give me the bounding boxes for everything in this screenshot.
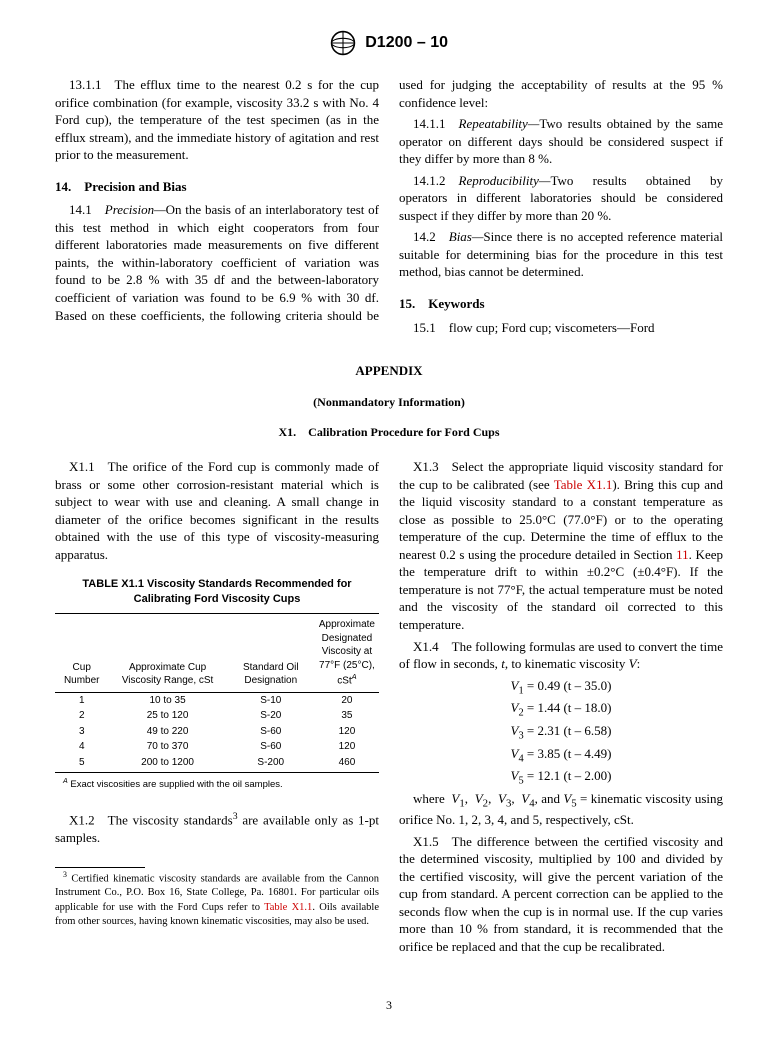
term: Bias—	[449, 229, 484, 244]
table-cell: 5	[55, 755, 108, 773]
equation: V4 = 3.85 (t – 4.49)	[399, 745, 723, 767]
table-cell: 4	[55, 739, 108, 755]
para-x1-4: X1.4 The following formulas are used to …	[399, 638, 723, 673]
para-x1-4-where: where V1, V2, V3, V4, and V5 = kinematic…	[399, 790, 723, 829]
table-row: 225 to 120S-2035	[55, 708, 379, 724]
equation: V3 = 2.31 (t – 6.58)	[399, 722, 723, 744]
equation: V2 = 1.44 (t – 18.0)	[399, 699, 723, 721]
a: X1.2 The viscosity standards	[69, 813, 233, 828]
table-cell: 200 to 1200	[108, 755, 226, 773]
table-cell: S-10	[227, 692, 315, 708]
table-cell: 120	[315, 739, 379, 755]
table-cell: 120	[315, 724, 379, 740]
table-header: Standard Oil Designation	[227, 614, 315, 693]
table-cell: 10 to 35	[108, 692, 226, 708]
table-title: TABLE X1.1 Viscosity Standards Recommend…	[55, 577, 379, 607]
equation: V5 = 12.1 (t – 2.00)	[399, 767, 723, 789]
appendix-nonmandatory: (Nonmandatory Information)	[55, 394, 723, 410]
page-header: D1200 – 10	[55, 30, 723, 56]
para-14-1-1: 14.1.1 Repeatability—Two results obtaine…	[399, 115, 723, 168]
table-cell: S-60	[227, 739, 315, 755]
table-x1-1-link[interactable]: Table X1.1	[554, 477, 613, 492]
para-14-2: 14.2 Bias—Since there is no accepted ref…	[399, 228, 723, 281]
section-11-link[interactable]: 11	[676, 547, 689, 562]
table-cell: 20	[315, 692, 379, 708]
page-number: 3	[386, 997, 392, 1013]
lead: 14.1.1	[413, 116, 459, 131]
lead: 14.2	[413, 229, 449, 244]
term: Repeatability—	[459, 116, 540, 131]
table-cell: 460	[315, 755, 379, 773]
equation: V1 = 0.49 (t – 35.0)	[399, 677, 723, 699]
table-header: Cup Number	[55, 614, 108, 693]
lead: 14.1	[69, 202, 105, 217]
table-cell: 1	[55, 692, 108, 708]
para-x1-2: X1.2 The viscosity standards3 are availa…	[55, 810, 379, 846]
table-cell: S-60	[227, 724, 315, 740]
astm-logo-icon	[330, 30, 356, 56]
table-x1-1-link[interactable]: Table X1.1	[264, 902, 312, 913]
para-13-1-1: 13.1.1 The efflux time to the nearest 0.…	[55, 76, 379, 164]
where: where	[413, 791, 451, 806]
table-cell: 25 to 120	[108, 708, 226, 724]
appendix-header: APPENDIX (Nonmandatory Information) X1. …	[55, 362, 723, 440]
para-14-1-2: 14.1.2 Reproducibility—Two results obtai…	[399, 172, 723, 225]
b: , to kinematic viscosity	[505, 656, 629, 671]
table-row: 5200 to 1200S-200460	[55, 755, 379, 773]
table-cell: 3	[55, 724, 108, 740]
table-cell: 2	[55, 708, 108, 724]
para-x1-1: X1.1 The orifice of the Ford cup is comm…	[55, 458, 379, 563]
equations: V1 = 0.49 (t – 35.0)V2 = 1.44 (t – 18.0)…	[399, 677, 723, 789]
table-cell: S-20	[227, 708, 315, 724]
para-x1-5: X1.5 The difference between the certifie…	[399, 833, 723, 956]
para-x1-3: X1.3 Select the appropriate liquid visco…	[399, 458, 723, 633]
table-cell: 70 to 370	[108, 739, 226, 755]
table-cell: 35	[315, 708, 379, 724]
vlist: V1, V2, V3, V4, and V5	[451, 791, 576, 806]
c: :	[637, 656, 641, 671]
table-row: 470 to 370S-60120	[55, 739, 379, 755]
table-row: 110 to 35S-1020	[55, 692, 379, 708]
footnote-3: 3 Certified kinematic viscosity standard…	[55, 870, 379, 929]
body-columns-upper: 13.1.1 The efflux time to the nearest 0.…	[55, 76, 723, 336]
table-header: Approximate Cup Viscosity Range, cSt	[108, 614, 226, 693]
body-columns-appendix: X1.1 The orifice of the Ford cup is comm…	[55, 458, 723, 955]
term: Reproducibility—	[459, 173, 551, 188]
table-header: ApproximateDesignatedViscosity at77°F (2…	[315, 614, 379, 693]
footnote-block: 3 Certified kinematic viscosity standard…	[55, 867, 379, 929]
footnote-rule	[55, 867, 145, 868]
table-footnote: A Exact viscosities are supplied with th…	[55, 777, 379, 792]
viscosity-table: Cup NumberApproximate Cup Viscosity Rang…	[55, 613, 379, 773]
term: Precision—	[105, 202, 166, 217]
v: V	[629, 656, 637, 671]
appendix-x1-title: X1. Calibration Procedure for Ford Cups	[55, 424, 723, 440]
para-15-1: 15.1 flow cup; Ford cup; viscometers—For…	[399, 319, 723, 337]
table-cell: 49 to 220	[108, 724, 226, 740]
table-row: 349 to 220S-60120	[55, 724, 379, 740]
standard-designation: D1200 – 10	[365, 32, 448, 54]
text: Exact viscosities are supplied with the …	[68, 779, 283, 790]
lead: 14.1.2	[413, 173, 459, 188]
heading-14: 14. Precision and Bias	[55, 178, 379, 196]
heading-15: 15. Keywords	[399, 295, 723, 313]
para-x1-4-block: X1.4 The following formulas are used to …	[399, 638, 723, 789]
appendix-title: APPENDIX	[55, 362, 723, 380]
table-cell: S-200	[227, 755, 315, 773]
table-block: TABLE X1.1 Viscosity Standards Recommend…	[55, 577, 379, 792]
